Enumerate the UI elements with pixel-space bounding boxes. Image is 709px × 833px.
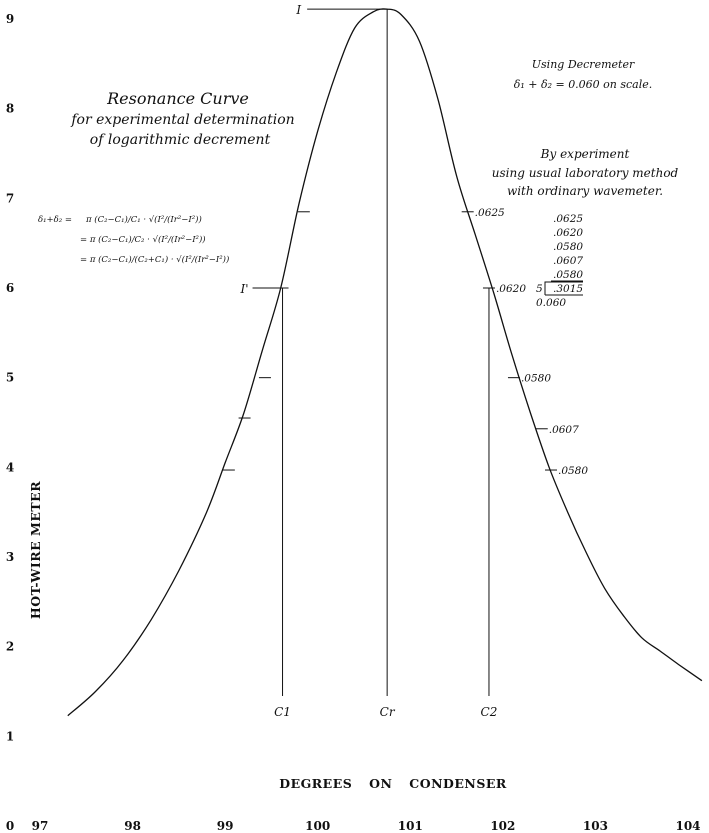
experiment-value-4: .0607 xyxy=(553,255,583,267)
point-labels: .0625 .0620 .0580 .0607 .0580 xyxy=(475,207,589,477)
peak-label: I xyxy=(295,3,301,17)
y-tick-label: 6 xyxy=(6,281,14,295)
x-tick-label: 97 xyxy=(32,819,49,833)
cr-label: Cr xyxy=(380,705,396,719)
experiment-value-3: .0580 xyxy=(553,241,583,253)
x-tick-label: 102 xyxy=(490,819,515,833)
point-label: .0620 xyxy=(496,283,526,295)
y-tick-label: 0 xyxy=(6,819,14,833)
x-tick-label: 103 xyxy=(583,819,608,833)
chart-subtitle-1: for experimental determination xyxy=(70,112,294,128)
experiment-value-5: .0580 xyxy=(553,269,583,281)
experiment-line-3: with ordinary wavemeter. xyxy=(507,184,663,198)
y-axis-ticks: 0 1 2 3 4 5 6 7 8 9 xyxy=(6,12,14,833)
experiment-value-2: .0620 xyxy=(553,227,583,239)
resonance-curve xyxy=(67,8,703,717)
ticked-points xyxy=(222,211,557,471)
half-label: I' xyxy=(239,282,248,296)
y-tick-label: 2 xyxy=(6,640,14,654)
chart-subtitle-2: of logarithmic decrement xyxy=(90,132,271,148)
y-tick-label: 3 xyxy=(6,550,14,564)
point-label: .0607 xyxy=(549,424,579,436)
construction-lines: I I' C1 Cr C2 xyxy=(239,3,497,719)
x-tick-label: 99 xyxy=(217,819,234,833)
x-tick-label: 101 xyxy=(398,819,423,833)
formula-lhs: δ₁+δ₂ = xyxy=(38,215,72,225)
formula-line-1: π (C₂−C₁)/C₁ · √(I²/(Ir²−I²)) xyxy=(85,214,202,225)
x-axis-ticks: 97 98 99 100 101 102 103 104 xyxy=(32,819,701,833)
experiment-division-bracket xyxy=(544,281,583,295)
x-tick-label: 100 xyxy=(305,819,330,833)
formula-line-3: = π (C₂−C₁)/(C₂+C₁) · √(I²/(Ir²−I²)) xyxy=(80,254,229,265)
point-label: .0580 xyxy=(521,373,551,385)
experiment-line-2: using usual laboratory method xyxy=(492,166,679,180)
x-tick-label: 98 xyxy=(124,819,141,833)
y-tick-label: 5 xyxy=(6,371,14,385)
c2-label: C2 xyxy=(481,705,498,719)
experiment-value-1: .0625 xyxy=(553,213,583,225)
experiment-sum: .3015 xyxy=(553,283,583,295)
y-tick-label: 9 xyxy=(6,12,14,26)
c1-label: C1 xyxy=(274,705,291,719)
decremeter-line-2: δ₁ + δ₂ = 0.060 on scale. xyxy=(514,78,653,91)
y-tick-label: 7 xyxy=(6,191,14,205)
decremeter-line-1: Using Decremeter xyxy=(532,58,635,71)
y-tick-label: 4 xyxy=(6,460,14,474)
point-label: .0580 xyxy=(558,465,588,477)
chart-title: Resonance Curve xyxy=(106,89,249,108)
y-tick-label: 1 xyxy=(6,729,14,743)
experiment-divisor: 5 xyxy=(536,283,543,295)
point-label: .0625 xyxy=(475,207,505,219)
formula-line-2: = π (C₂−C₁)/C₂ · √(I²/(Ir²−I²)) xyxy=(80,234,206,245)
x-tick-label: 104 xyxy=(675,819,700,833)
experiment-result: 0.060 xyxy=(536,297,566,309)
experiment-line-1: By experiment xyxy=(540,147,630,161)
y-axis-title: HOT-WIRE METER xyxy=(28,481,43,619)
x-axis-title: DEGREES ON CONDENSER xyxy=(279,776,507,791)
y-tick-label: 8 xyxy=(6,102,14,116)
